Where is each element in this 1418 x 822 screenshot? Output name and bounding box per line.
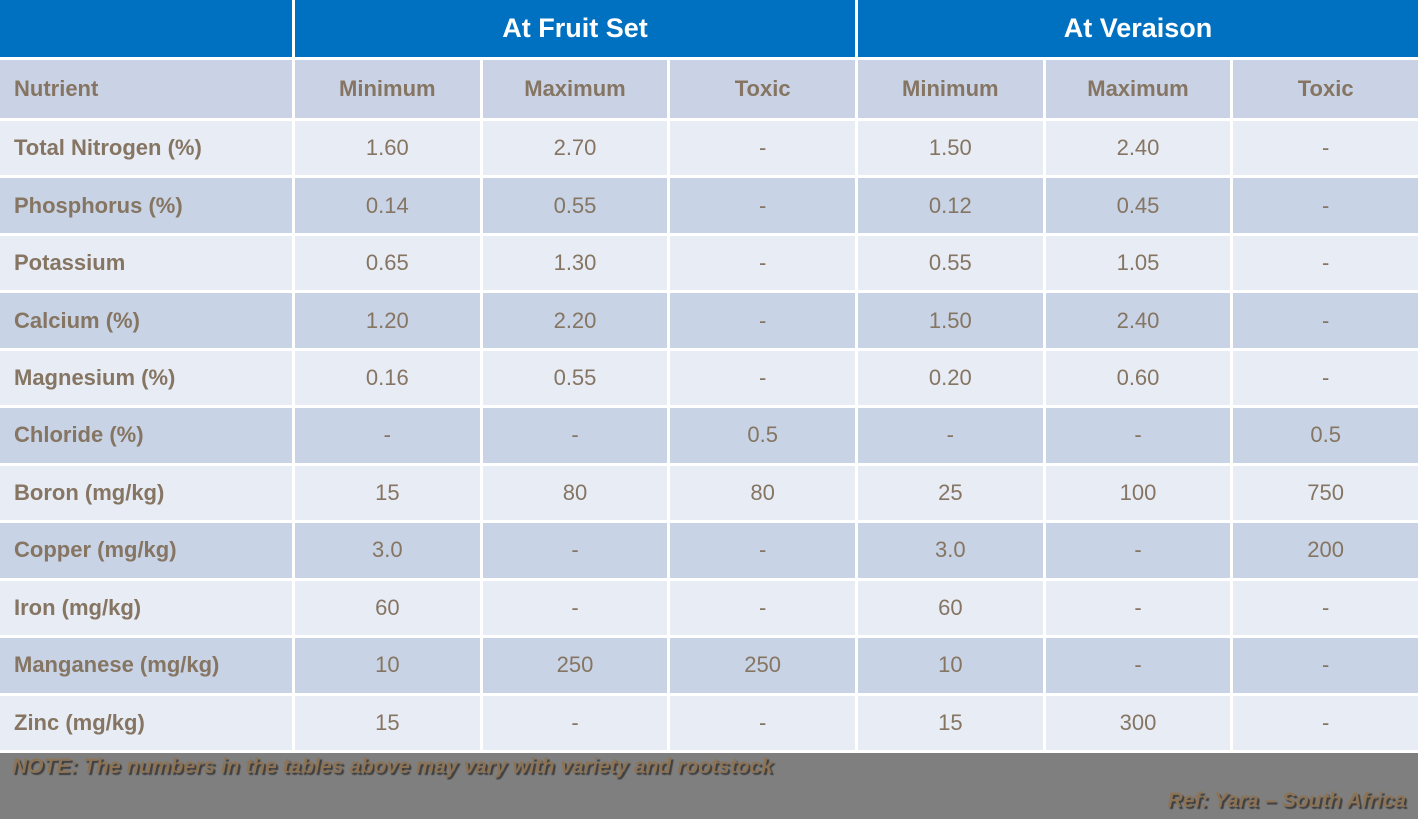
slide-footer: NOTE: The numbers in the tables above ma… [0,753,1418,819]
value-cell: 15 [295,695,480,750]
value-cell: - [670,121,855,176]
value-cell: 1.50 [858,293,1043,348]
value-cell: 1.20 [295,293,480,348]
column-header-fs-maximum: Maximum [482,60,668,118]
value-cell: 10 [295,638,480,693]
value-cell: 2.40 [1045,121,1231,176]
nutrient-name-cell: Manganese (mg/kg) [0,638,292,693]
value-cell: 10 [858,638,1043,693]
value-cell: 60 [858,580,1043,636]
value-cell: 3.0 [858,523,1043,578]
value-cell: - [482,695,668,750]
value-cell: 2.70 [482,121,668,176]
nutrient-table: At Fruit Set At Veraison Nutrient Minimu… [0,0,1418,750]
value-cell: 3.0 [295,523,480,578]
nutrient-name-cell: Phosphorus (%) [0,178,292,233]
value-cell: 300 [1045,695,1231,750]
nutrient-name-cell: Total Nitrogen (%) [0,121,292,176]
value-cell: 0.14 [295,178,480,233]
value-cell: 1.30 [482,235,668,291]
value-cell: 1.60 [295,121,480,176]
value-cell: - [1233,638,1418,693]
value-cell: 0.55 [858,235,1043,291]
nutrient-name-cell: Potassium [0,235,292,291]
value-cell: - [1233,178,1418,233]
value-cell: - [1045,638,1231,693]
column-header-v-toxic: Toxic [1233,60,1418,118]
value-cell: 15 [295,465,480,521]
value-cell: 1.05 [1045,235,1231,291]
value-cell: 0.55 [482,178,668,233]
value-cell: - [295,408,480,463]
value-cell: - [482,580,668,636]
value-cell: 100 [1045,465,1231,521]
column-header-v-maximum: Maximum [1045,60,1231,118]
value-cell: - [670,695,855,750]
group-header-fruit-set: At Fruit Set [295,0,855,57]
value-cell: - [670,523,855,578]
value-cell: - [1233,121,1418,176]
value-cell: 0.55 [482,350,668,406]
value-cell: - [1045,580,1231,636]
column-header-fs-minimum: Minimum [295,60,480,118]
value-cell: 0.12 [858,178,1043,233]
value-cell: - [670,178,855,233]
value-cell: 60 [295,580,480,636]
value-cell: 2.20 [482,293,668,348]
column-header-v-minimum: Minimum [858,60,1043,118]
value-cell: - [1233,235,1418,291]
nutrient-name-cell: Boron (mg/kg) [0,465,292,521]
value-cell: - [1233,350,1418,406]
value-cell: 200 [1233,523,1418,578]
value-cell: 0.5 [670,408,855,463]
value-cell: 0.5 [1233,408,1418,463]
value-cell: 2.40 [1045,293,1231,348]
nutrient-name-cell: Zinc (mg/kg) [0,695,292,750]
value-cell: - [1045,408,1231,463]
value-cell: 250 [670,638,855,693]
group-header-veraison: At Veraison [858,0,1418,57]
nutrient-name-cell: Calcium (%) [0,293,292,348]
value-cell: 0.60 [1045,350,1231,406]
value-cell: - [482,408,668,463]
value-cell: 0.65 [295,235,480,291]
value-cell: - [482,523,668,578]
value-cell: - [858,408,1043,463]
value-cell: 1.50 [858,121,1043,176]
value-cell: 250 [482,638,668,693]
value-cell: - [1233,293,1418,348]
table-corner-cell [0,0,292,57]
value-cell: - [1233,695,1418,750]
value-cell: - [670,580,855,636]
value-cell: 80 [482,465,668,521]
value-cell: - [1233,580,1418,636]
nutrient-name-cell: Copper (mg/kg) [0,523,292,578]
value-cell: 0.45 [1045,178,1231,233]
value-cell: - [670,235,855,291]
footer-ref: Ref: Yara – South Africa [1167,789,1406,812]
column-header-fs-toxic: Toxic [670,60,855,118]
value-cell: 80 [670,465,855,521]
value-cell: - [670,350,855,406]
footer-note: NOTE: The numbers in the tables above ma… [12,755,773,778]
value-cell: 750 [1233,465,1418,521]
value-cell: - [1045,523,1231,578]
nutrient-name-cell: Magnesium (%) [0,350,292,406]
nutrient-name-cell: Chloride (%) [0,408,292,463]
value-cell: - [670,293,855,348]
nutrient-name-cell: Iron (mg/kg) [0,580,292,636]
value-cell: 25 [858,465,1043,521]
value-cell: 0.20 [858,350,1043,406]
value-cell: 0.16 [295,350,480,406]
value-cell: 15 [858,695,1043,750]
column-header-nutrient: Nutrient [0,60,292,118]
